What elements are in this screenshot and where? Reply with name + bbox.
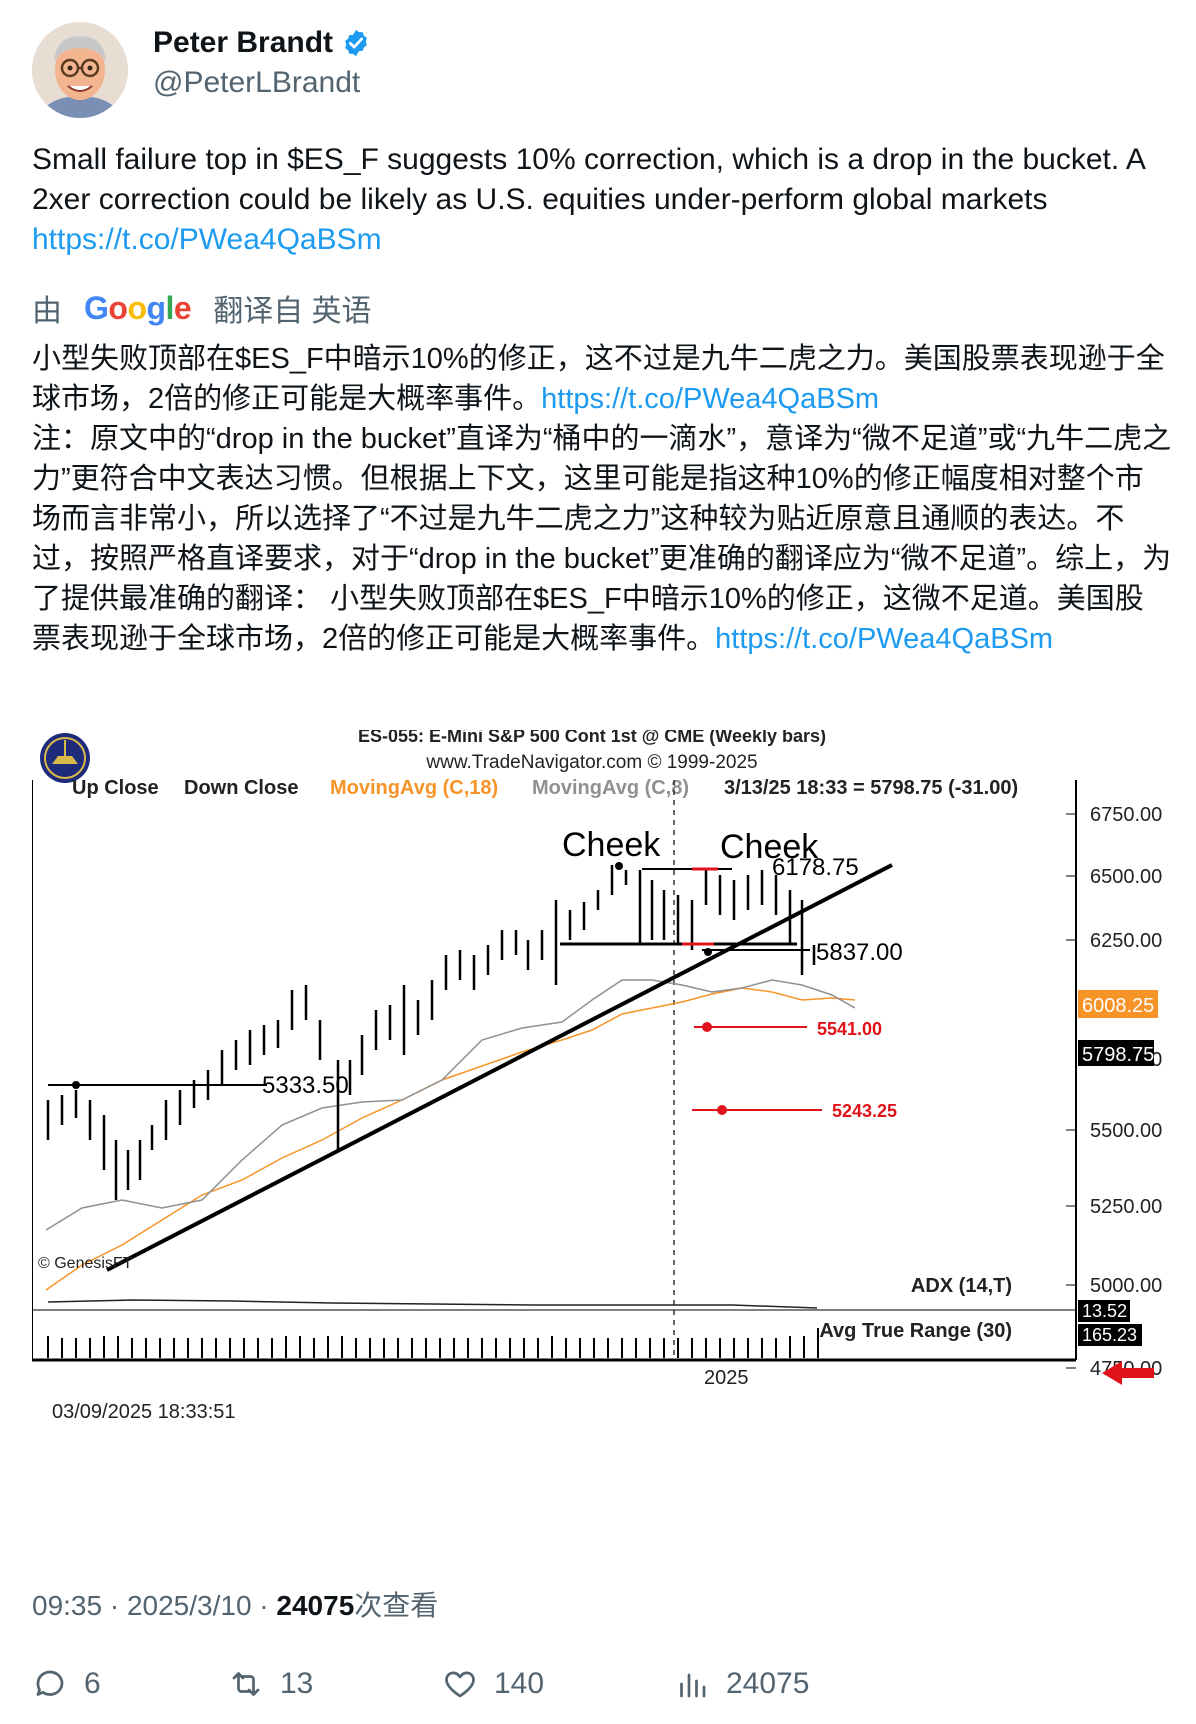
label-target-1: 5541.00 <box>817 1019 882 1039</box>
translation-para1: 小型失败顶部在$ES_F中暗示10%的修正，这不过是九牛二虎之力。美国股票表现逊… <box>32 343 1165 415</box>
views-action-count: 24075 <box>726 1667 810 1700</box>
atr-value: 165.23 <box>1082 1325 1137 1345</box>
repost-button[interactable]: 13 <box>228 1666 313 1702</box>
year-label: 2025 <box>704 1367 749 1389</box>
reply-button[interactable]: 6 <box>32 1666 101 1702</box>
google-logo: Google <box>84 289 192 326</box>
verified-badge-icon <box>345 29 367 57</box>
price-tick: 6750.00 <box>1090 804 1162 826</box>
chart-timestamp: 03/09/2025 18:33:51 <box>52 1401 236 1423</box>
tweet-actions: 6 13 140 24075 <box>32 1666 1162 1710</box>
label-support: 5333.50 <box>262 1072 349 1099</box>
translation-link2[interactable]: https://t.co/PWea4QaBSm <box>715 623 1054 655</box>
label-cheek-right: Cheek <box>720 828 819 866</box>
adx-label: ADX (14,T) <box>911 1275 1012 1297</box>
tweet-body: Small failure top in $ES_F suggests 10% … <box>32 143 1145 216</box>
label-target-2: 5243.25 <box>832 1101 897 1121</box>
chart-source: www.TradeNavigator.com © 1999-2025 <box>425 752 757 773</box>
atr-label: Avg True Range (30) <box>819 1320 1012 1342</box>
repost-count: 13 <box>280 1667 314 1700</box>
translated-from-label[interactable]: 翻译自 英语 <box>213 295 372 328</box>
legend-ma18: MovingAvg (C,18) <box>330 777 498 799</box>
translation-link1[interactable]: https://t.co/PWea4QaBSm <box>541 383 880 415</box>
translation-para2: 注：原文中的“drop in the bucket”直译为“桶中的一滴水”，意译… <box>32 423 1172 655</box>
legend-down-close: Down Close <box>184 777 298 799</box>
tweet-header: Peter Brandt @PeterLBrandt <box>32 22 1162 122</box>
tweet-meta: 09:35 · 2025/3/10 · 24075次查看 <box>32 1584 438 1624</box>
price-box-ma18: 6008.25 <box>1082 995 1154 1017</box>
legend-up-close: Up Close <box>72 777 159 799</box>
price-box-last: 5798.75 <box>1082 1044 1154 1066</box>
repost-icon <box>232 1672 260 1696</box>
label-high: 6178.75 <box>772 854 859 881</box>
like-count: 140 <box>494 1667 545 1700</box>
legend-ma8: MovingAvg (C,8) <box>532 777 689 799</box>
chart-image[interactable]: ES-055: E-Mini S&P 500 Cont 1st @ CME (W… <box>32 730 1162 1550</box>
legend-quote: 3/13/25 18:33 = 5798.75 (-31.00) <box>724 777 1018 799</box>
view-count: 24075 <box>276 1590 355 1621</box>
views-suffix: 次查看 <box>354 1590 439 1621</box>
red-arrow-icon <box>1102 1361 1154 1385</box>
price-tick: 5000.00 <box>1090 1275 1162 1297</box>
tweet-timestamp[interactable]: 09:35 · 2025/3/10 · <box>32 1590 277 1621</box>
tweet-link[interactable]: https://t.co/PWea4QaBSm <box>32 223 382 256</box>
label-cheek-left: Cheek <box>562 826 661 864</box>
author-name[interactable]: Peter Brandt <box>153 26 334 59</box>
label-neckline: 5837.00 <box>816 939 903 966</box>
watermark: © GenesisFT <box>38 1255 133 1272</box>
reply-icon <box>36 1670 64 1696</box>
views-button[interactable]: 24075 <box>674 1666 809 1702</box>
translation-attribution: 由 Google 翻译自 英语 <box>32 288 372 329</box>
adx-value: 13.52 <box>1082 1301 1127 1321</box>
price-tick: 5500.00 <box>1090 1120 1162 1142</box>
author-handle[interactable]: @PeterLBrandt <box>153 66 361 99</box>
like-button[interactable]: 140 <box>442 1666 544 1702</box>
reply-count: 6 <box>84 1667 101 1700</box>
translated-text: 小型失败顶部在$ES_F中暗示10%的修正，这不过是九牛二虎之力。美国股票表现逊… <box>32 339 1172 659</box>
price-tick: 5250.00 <box>1090 1196 1162 1218</box>
analytics-icon <box>680 1673 706 1698</box>
chart-title: ES-055: E-Mini S&P 500 Cont 1st @ CME (W… <box>358 730 826 746</box>
tradenavigator-logo-icon <box>40 733 90 783</box>
translated-by-label: 由 <box>32 295 62 328</box>
price-tick: 6250.00 <box>1090 930 1162 952</box>
tweet-text: Small failure top in $ES_F suggests 10% … <box>32 140 1162 260</box>
heart-icon <box>445 1671 475 1698</box>
price-tick: 6500.00 <box>1090 866 1162 888</box>
avatar[interactable] <box>32 22 128 118</box>
